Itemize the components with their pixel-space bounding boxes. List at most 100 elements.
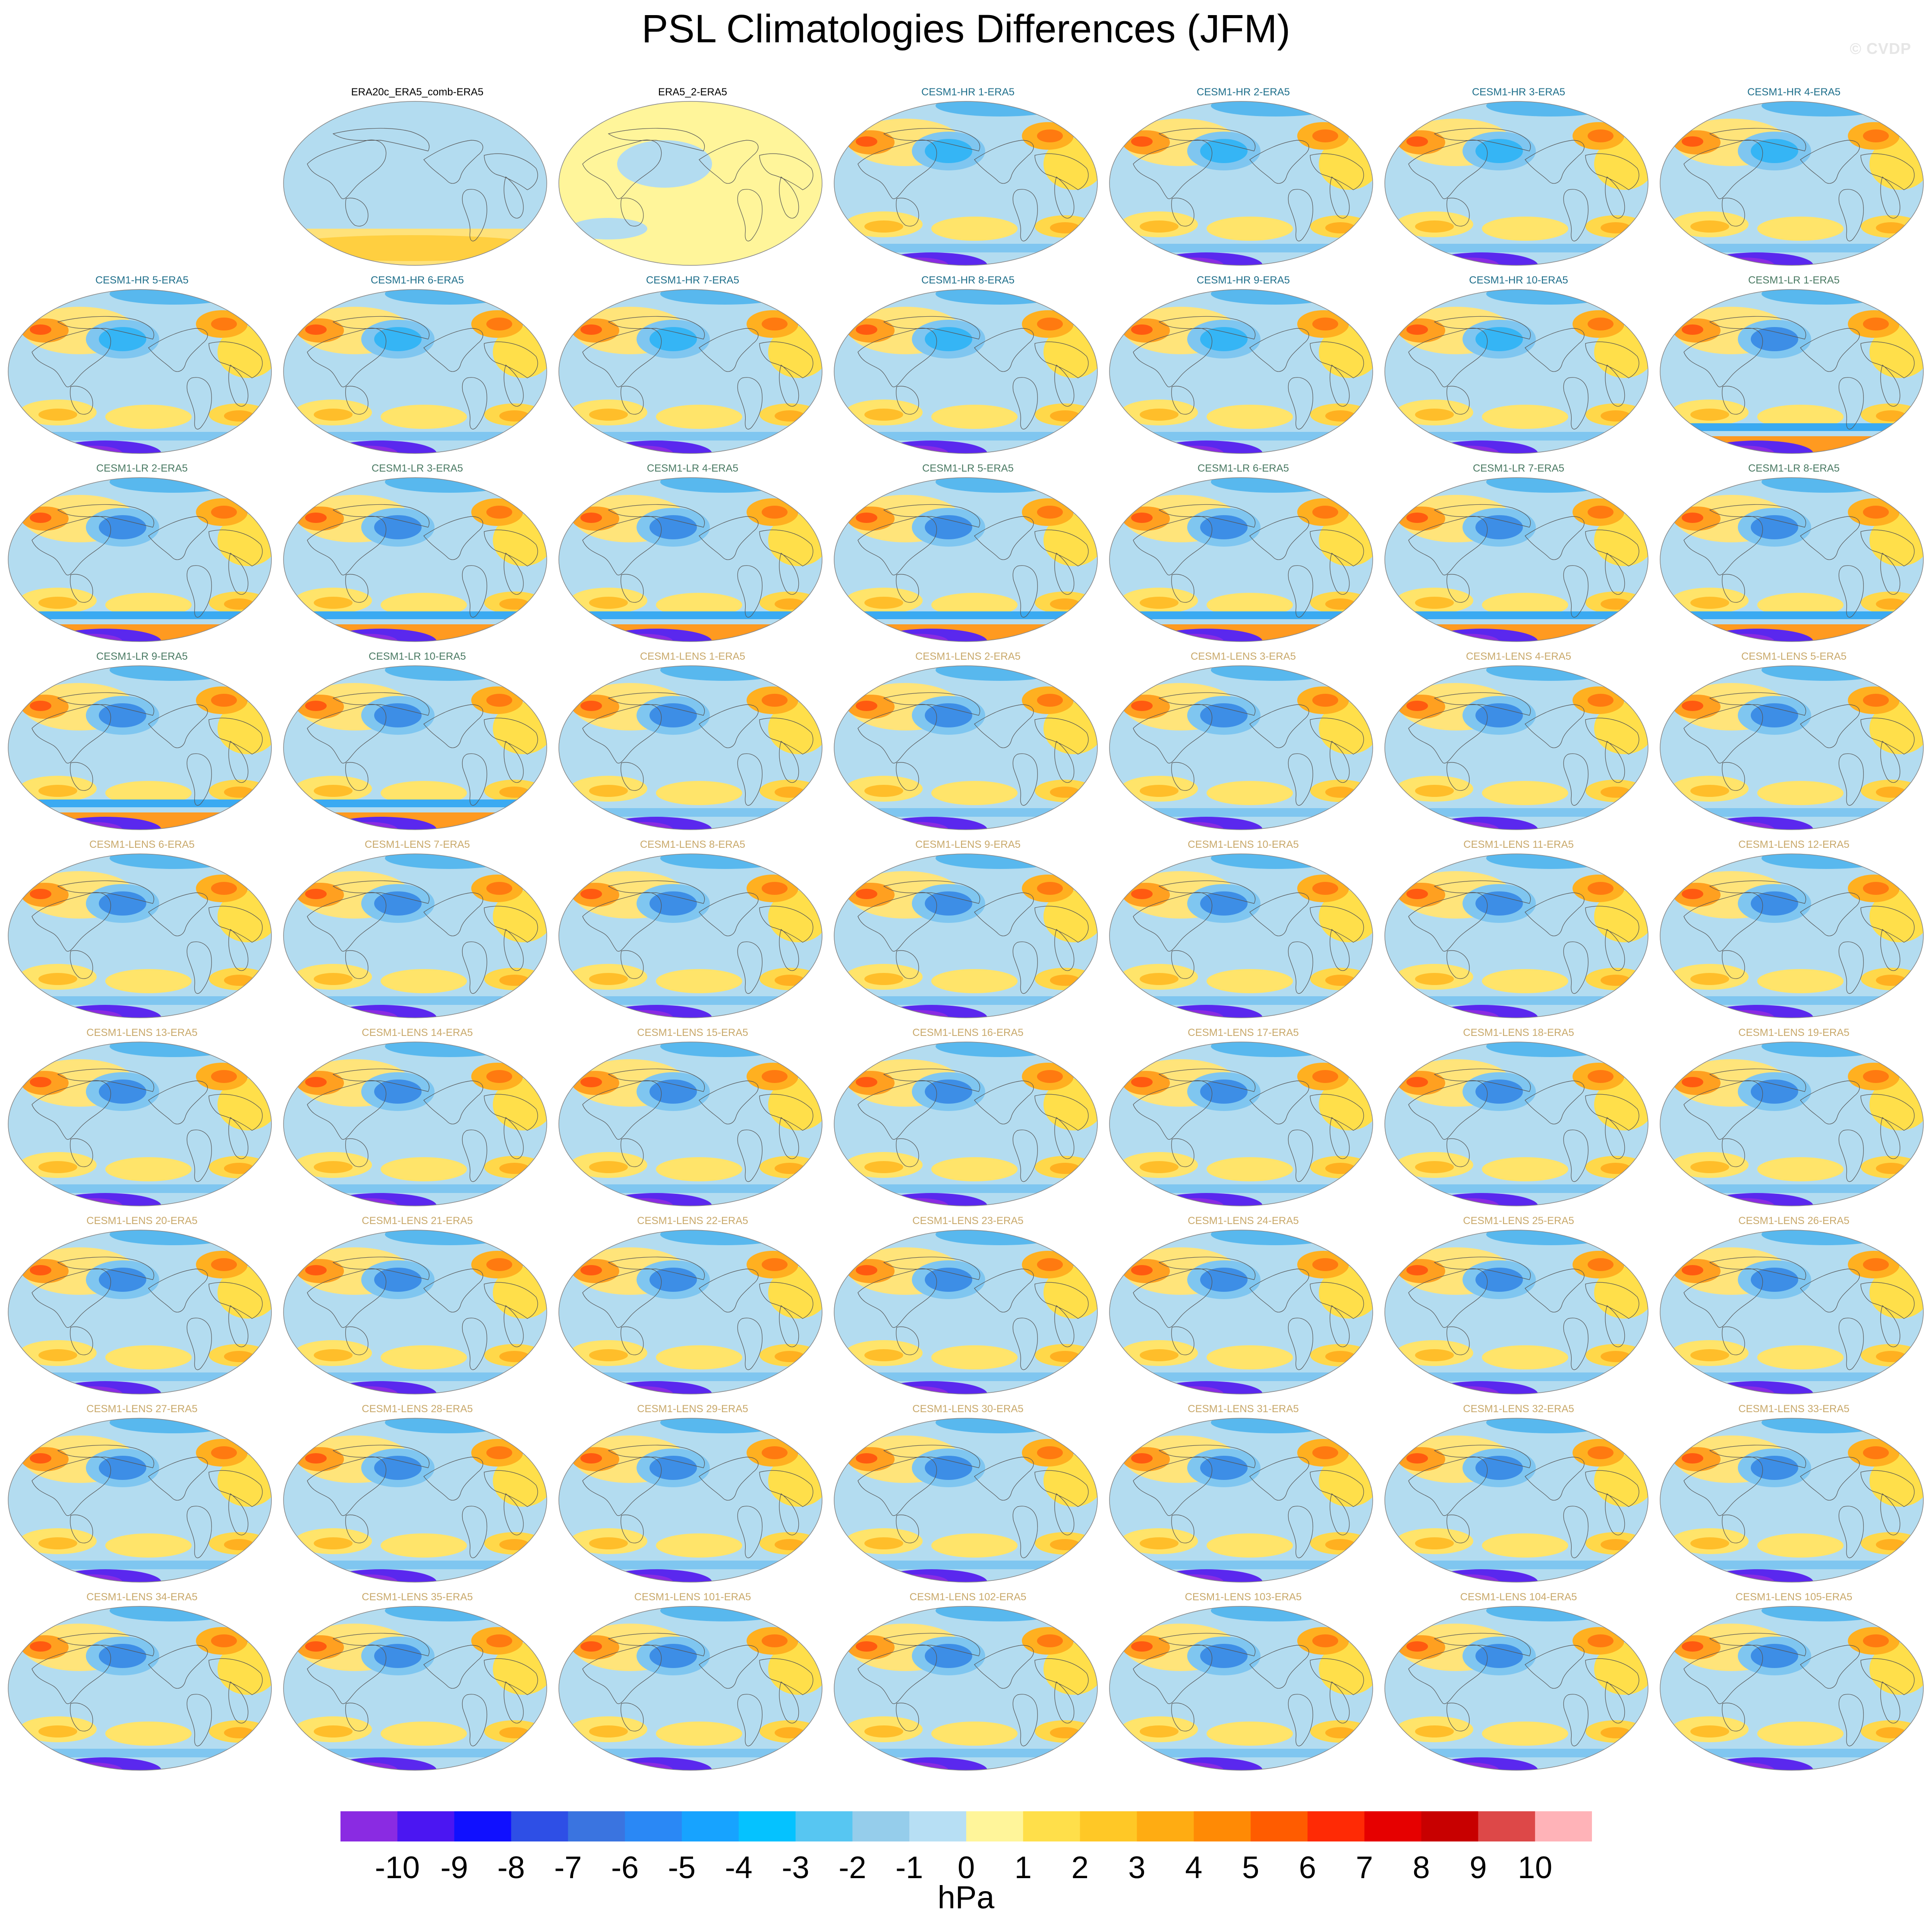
colorbar-swatch	[625, 1811, 682, 1841]
map-panel: CESM1-LR 3-ERA5	[281, 463, 553, 644]
psl-difference-map	[1384, 1418, 1648, 1583]
map-panel: CESM1-LENS 19-ERA5	[1658, 1027, 1930, 1208]
colorbar-swatch	[397, 1811, 455, 1841]
panel-title: CESM1-LENS 5-ERA5	[1741, 651, 1847, 662]
panel-title: CESM1-LENS 104-ERA5	[1460, 1591, 1577, 1603]
panel-title: CESM1-LR 7-ERA5	[1472, 463, 1565, 474]
colorbar-swatch	[966, 1811, 1024, 1841]
map-panel: CESM1-LR 10-ERA5	[281, 651, 553, 832]
psl-difference-map	[558, 289, 823, 454]
panel-title: CESM1-LENS 21-ERA5	[362, 1215, 473, 1227]
panel-title: CESM1-LENS 17-ERA5	[1188, 1027, 1299, 1039]
psl-difference-map	[834, 1418, 1098, 1583]
panel-title: CESM1-LENS 4-ERA5	[1466, 651, 1572, 662]
panel-title: CESM1-LENS 33-ERA5	[1738, 1403, 1850, 1415]
panel-title: CESM1-LENS 7-ERA5	[364, 839, 470, 850]
colorbar-tick-label: 8	[1413, 1851, 1430, 1885]
map-panel: CESM1-HR 10-ERA5	[1383, 274, 1655, 456]
map-panel: CESM1-LENS 102-ERA5	[832, 1591, 1104, 1772]
psl-difference-map	[558, 1042, 823, 1206]
panel-title: CESM1-LENS 24-ERA5	[1188, 1215, 1299, 1227]
map-panel: CESM1-LR 6-ERA5	[1107, 463, 1379, 644]
colorbar-tick-label: -2	[838, 1851, 866, 1885]
panel-title: CESM1-LENS 20-ERA5	[86, 1215, 198, 1227]
colorbar-tick-label: 7	[1356, 1851, 1373, 1885]
psl-difference-map	[1660, 477, 1924, 642]
map-panel: CESM1-HR 2-ERA5	[1107, 86, 1379, 268]
map-panel: CESM1-LENS 35-ERA5	[281, 1591, 553, 1772]
map-panel: CESM1-LENS 27-ERA5	[6, 1403, 278, 1584]
colorbar-swatch	[1080, 1811, 1137, 1841]
panel-title: CESM1-LR 2-ERA5	[96, 463, 188, 474]
psl-difference-map	[1660, 101, 1924, 266]
psl-difference-map	[1384, 1042, 1648, 1206]
map-panel: CESM1-LENS 25-ERA5	[1383, 1215, 1655, 1396]
colorbar-swatch	[511, 1811, 568, 1841]
panel-title: CESM1-LR 3-ERA5	[371, 463, 463, 474]
panel-title: CESM1-LENS 8-ERA5	[640, 839, 746, 850]
psl-difference-map	[283, 477, 547, 642]
colorbar-swatch	[1535, 1811, 1592, 1841]
panel-title: CESM1-HR 6-ERA5	[370, 274, 464, 286]
psl-difference-map	[1109, 1606, 1373, 1771]
psl-difference-map	[1109, 1418, 1373, 1583]
psl-difference-map	[1384, 477, 1648, 642]
map-panel: ERA20c_ERA5_comb-ERA5	[281, 86, 553, 268]
colorbar-tick-label: 1	[1015, 1851, 1032, 1885]
map-panel: CESM1-HR 8-ERA5	[832, 274, 1104, 456]
panel-title: CESM1-LENS 12-ERA5	[1738, 839, 1850, 850]
psl-difference-map	[834, 853, 1098, 1018]
map-panel: ERA5_2-ERA5	[557, 86, 829, 268]
map-panel: CESM1-HR 6-ERA5	[281, 274, 553, 456]
colorbar-tick-label: 5	[1242, 1851, 1259, 1885]
panel-title: CESM1-LR 9-ERA5	[96, 651, 188, 662]
psl-difference-map	[558, 477, 823, 642]
map-panel: CESM1-LENS 20-ERA5	[6, 1215, 278, 1396]
psl-difference-map	[558, 853, 823, 1018]
map-panel: CESM1-LENS 1-ERA5	[557, 651, 829, 832]
panel-title: CESM1-HR 1-ERA5	[921, 86, 1015, 98]
psl-difference-map	[834, 101, 1098, 266]
psl-difference-map	[1660, 1606, 1924, 1771]
colorbar-swatch	[1307, 1811, 1365, 1841]
cvdp-watermark: © CVDP	[1850, 40, 1911, 57]
panel-title: CESM1-HR 8-ERA5	[921, 274, 1015, 286]
psl-difference-map	[8, 665, 272, 830]
colorbar: -10 -9 -8 -7 -6 -5 -4 -3 -2 -1 0 1 2 3 4 5 6 7 8 9 10	[340, 1811, 1592, 1885]
panel-title: CESM1-LENS 105-ERA5	[1735, 1591, 1853, 1603]
psl-difference-map	[558, 1418, 823, 1583]
map-panel: CESM1-LENS 7-ERA5	[281, 839, 553, 1020]
colorbar-swatch	[1421, 1811, 1478, 1841]
map-panel: CESM1-HR 7-ERA5	[557, 274, 829, 456]
map-panel: CESM1-LENS 31-ERA5	[1107, 1403, 1379, 1584]
panel-title: CESM1-HR 7-ERA5	[646, 274, 740, 286]
psl-difference-map	[8, 1042, 272, 1206]
psl-difference-map	[1109, 1230, 1373, 1394]
psl-difference-map	[1384, 1230, 1648, 1394]
map-panel: CESM1-LENS 26-ERA5	[1658, 1215, 1930, 1396]
map-panel: CESM1-LENS 18-ERA5	[1383, 1027, 1655, 1208]
psl-difference-map	[1109, 101, 1373, 266]
panel-title: CESM1-HR 3-ERA5	[1472, 86, 1566, 98]
colorbar-swatch	[1023, 1811, 1081, 1841]
psl-difference-map	[834, 1230, 1098, 1394]
map-panel: CESM1-LR 7-ERA5	[1383, 463, 1655, 644]
psl-difference-map	[283, 289, 547, 454]
psl-difference-map	[1660, 853, 1924, 1018]
colorbar-swatch	[1194, 1811, 1251, 1841]
psl-difference-map	[283, 853, 547, 1018]
panel-title: CESM1-LR 4-ERA5	[646, 463, 739, 474]
map-panel: CESM1-LENS 11-ERA5	[1383, 839, 1655, 1020]
map-panel: CESM1-HR 5-ERA5	[6, 274, 278, 456]
map-panel: CESM1-LENS 9-ERA5	[832, 839, 1104, 1020]
map-panel: CESM1-LENS 34-ERA5	[6, 1591, 278, 1772]
colorbar-tick-label: 0	[958, 1851, 975, 1885]
psl-difference-map	[1660, 289, 1924, 454]
colorbar-tick-label: 10	[1518, 1851, 1552, 1885]
psl-difference-map	[283, 665, 547, 830]
map-panel: CESM1-LENS 33-ERA5	[1658, 1403, 1930, 1584]
panel-title: CESM1-LENS 28-ERA5	[362, 1403, 473, 1415]
colorbar-swatch	[1251, 1811, 1308, 1841]
psl-difference-map	[834, 1606, 1098, 1771]
panel-title: CESM1-HR 2-ERA5	[1196, 86, 1290, 98]
